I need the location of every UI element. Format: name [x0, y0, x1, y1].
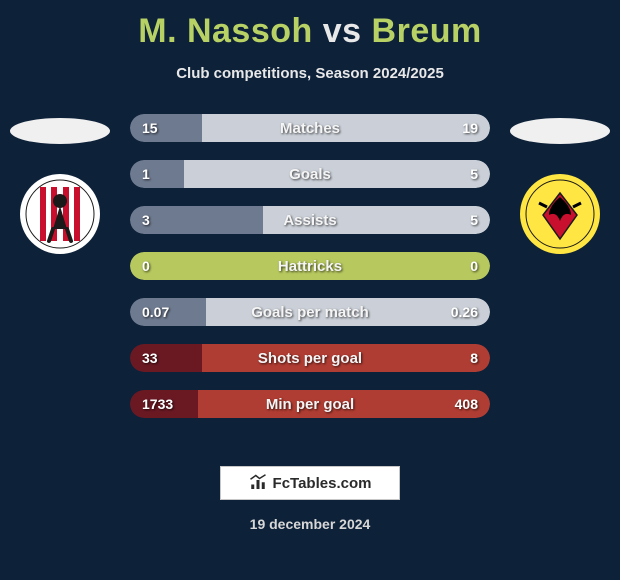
shadow-ellipse-left [10, 118, 110, 144]
team-badge-right [520, 174, 600, 254]
subtitle: Club competitions, Season 2024/2025 [0, 65, 620, 82]
comparison-title: M. Nassoh vs Breum [0, 0, 620, 51]
stat-value-right: 8 [470, 344, 478, 372]
stat-row: 1Goals5 [130, 160, 490, 188]
comparison-area: 15Matches19 1Goals5 3Assists5 0Hattricks0 0.… [0, 106, 620, 418]
stat-value-right: 19 [462, 114, 478, 142]
team-badge-left [20, 174, 100, 254]
shadow-ellipse-right [510, 118, 610, 144]
stat-value-right: 5 [470, 160, 478, 188]
sparta-logo-icon [25, 179, 95, 249]
chart-icon [249, 474, 267, 492]
vs-label: vs [323, 12, 362, 50]
stat-row: 15Matches19 [130, 114, 490, 142]
stat-bars: 15Matches19 1Goals5 3Assists5 0Hattricks0 0.… [130, 106, 490, 418]
stat-label: Goals per match [130, 298, 490, 326]
stat-label: Shots per goal [130, 344, 490, 372]
stat-value-right: 5 [470, 206, 478, 234]
footer-date: 19 december 2024 [0, 516, 620, 532]
stat-row: 33Shots per goal8 [130, 344, 490, 372]
stat-value-right: 0 [470, 252, 478, 280]
stat-row: 0Hattricks0 [130, 252, 490, 280]
stat-label: Goals [130, 160, 490, 188]
fctables-label: FcTables.com [273, 475, 372, 492]
stat-label: Matches [130, 114, 490, 142]
go-ahead-eagles-logo-icon [525, 179, 595, 249]
stat-row: 3Assists5 [130, 206, 490, 234]
player2-name: Breum [372, 12, 482, 50]
stat-label: Hattricks [130, 252, 490, 280]
stat-value-right: 0.26 [451, 298, 478, 326]
player1-name: M. Nassoh [138, 12, 313, 50]
fctables-logo[interactable]: FcTables.com [220, 466, 400, 500]
stat-row: 1733Min per goal408 [130, 390, 490, 418]
stat-label: Assists [130, 206, 490, 234]
stat-value-right: 408 [455, 390, 478, 418]
stat-label: Min per goal [130, 390, 490, 418]
stat-row: 0.07Goals per match0.26 [130, 298, 490, 326]
